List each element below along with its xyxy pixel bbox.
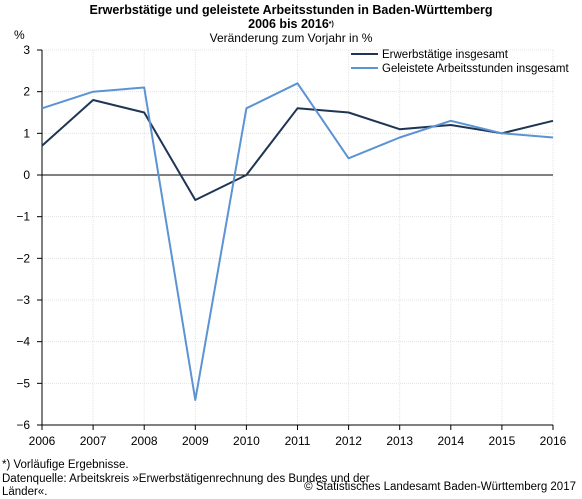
- y-tick-label: 0: [23, 168, 30, 182]
- y-tick-label: −3: [16, 293, 30, 307]
- y-tick-label: 1: [23, 126, 30, 140]
- y-tick-label: −1: [16, 210, 30, 224]
- chart-title-footnote-mark: *): [328, 21, 334, 28]
- source-line-2: Länder«.: [2, 486, 48, 498]
- chart-axes: 3 2 1 0 −1 −2 −3 −4 −5 −6 2006 2007 2008 2009 2010 2011…: [14, 28, 567, 448]
- y-tick-label: −6: [16, 418, 30, 432]
- x-tick-label: 2011: [285, 434, 311, 448]
- y-tick-label: −4: [16, 335, 30, 349]
- chart-legend: Erwerbstätige insgesamt Geleistete Arbeit…: [351, 49, 569, 75]
- x-tick-label: 2014: [437, 434, 464, 448]
- chart-title: Erwerbstätige und geleistete Arbeitsstun…: [0, 3, 582, 31]
- line-chart: 3 2 1 0 −1 −2 −3 −4 −5 −6 2006 2007 2008 2009 2010 2011…: [14, 28, 569, 448]
- y-axis-unit: %: [14, 28, 25, 42]
- x-tick-label: 2016: [540, 434, 567, 448]
- chart-title-line1: Erwerbstätige und geleistete Arbeitsstun…: [89, 3, 493, 17]
- chart-title-line2: 2006 bis 2016*): [0, 17, 582, 31]
- chart-title-years: 2006 bis 2016: [248, 17, 329, 31]
- y-tick-label: −2: [16, 251, 30, 265]
- copyright: © Statistisches Landesamt Baden-Württemb…: [304, 481, 576, 493]
- x-tick-label: 2010: [233, 434, 260, 448]
- source-line-1: Datenquelle: Arbeitskreis »Erwerbstätige…: [2, 473, 370, 485]
- legend-label-1: Erwerbstätige insgesamt: [382, 49, 509, 61]
- chart-subtitle: Veränderung zum Vorjahr in %: [209, 31, 373, 45]
- y-tick-label: −5: [16, 376, 30, 390]
- series-line-2: [41, 82, 554, 401]
- x-tick-label: 2009: [182, 434, 209, 448]
- y-tick-label: 2: [23, 85, 30, 99]
- x-tick-label: 2007: [80, 434, 107, 448]
- x-tick-label: 2013: [386, 434, 413, 448]
- series-lines: [41, 82, 554, 401]
- x-tick-label: 2008: [131, 434, 158, 448]
- series-line-1: [41, 99, 554, 201]
- x-tick-label: 2012: [335, 434, 362, 448]
- legend-label-2: Geleistete Arbeitsstunden insgesamt: [382, 63, 569, 75]
- footnote: *) Vorläufige Ergebnisse.: [2, 459, 129, 471]
- x-tick-label: 2015: [489, 434, 516, 448]
- x-tick-label: 2006: [29, 434, 56, 448]
- y-tick-label: 3: [23, 43, 30, 57]
